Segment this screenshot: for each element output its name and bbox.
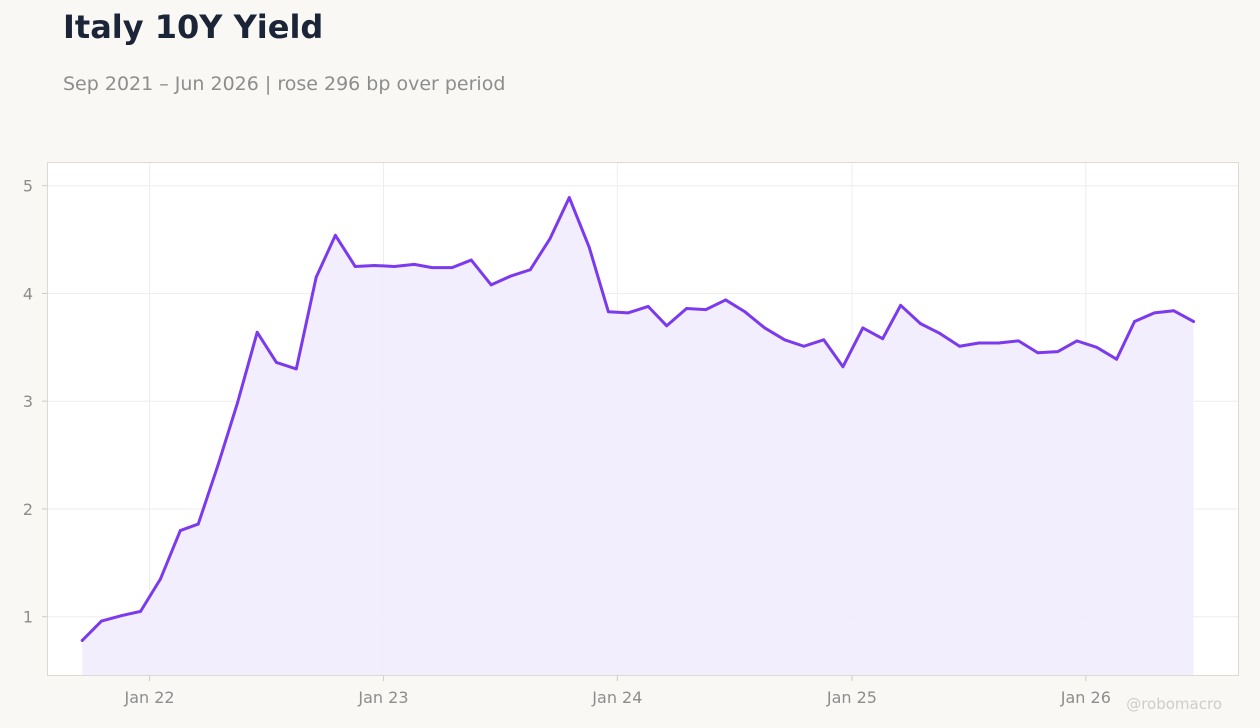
y-tick-label: 1 <box>23 608 33 627</box>
y-tick-label: 3 <box>23 392 33 411</box>
data-point <box>899 303 903 307</box>
data-point <box>469 258 473 262</box>
data-point <box>841 365 845 369</box>
data-point <box>567 196 571 199</box>
data-point <box>587 245 591 249</box>
data-point <box>1095 345 1099 349</box>
data-point <box>450 266 454 270</box>
y-axis-ticks: 1 2 3 4 5 <box>23 177 47 627</box>
data-point <box>430 266 434 270</box>
data-point <box>80 639 84 642</box>
x-tick-label: Jan 25 <box>826 688 877 707</box>
data-point <box>216 463 220 467</box>
chart-subtitle: Sep 2021 – Jun 2026 | rose 296 bp over p… <box>63 73 506 95</box>
data-point <box>938 331 942 335</box>
data-point <box>704 308 708 312</box>
data-point <box>353 265 357 268</box>
y-tick-label: 2 <box>23 500 33 519</box>
data-point <box>100 619 103 623</box>
data-point <box>255 330 259 334</box>
data-point <box>1133 320 1136 323</box>
data-point <box>1017 339 1020 343</box>
data-point <box>275 361 278 364</box>
data-point <box>412 262 416 266</box>
x-tick-label: Jan 22 <box>123 688 174 707</box>
data-point <box>861 326 865 330</box>
data-point <box>373 264 376 267</box>
data-point <box>119 614 123 618</box>
data-point <box>646 304 650 308</box>
data-point <box>1115 357 1118 361</box>
x-tick-label: Jan 24 <box>591 688 642 707</box>
data-point <box>822 338 826 342</box>
yield-area-fill <box>82 197 1194 676</box>
data-point <box>178 529 182 532</box>
y-tick-label: 4 <box>23 284 33 303</box>
data-point <box>1056 350 1060 354</box>
data-point <box>1172 309 1176 313</box>
data-point <box>977 341 981 345</box>
data-point <box>139 609 142 613</box>
data-point <box>392 265 396 268</box>
data-point <box>724 298 728 302</box>
x-tick-label: Jan 23 <box>357 688 408 707</box>
data-point <box>548 237 552 240</box>
data-point <box>1192 320 1195 323</box>
data-point <box>314 275 318 279</box>
data-point <box>802 344 806 348</box>
chart-title: Italy 10Y Yield <box>63 8 324 46</box>
x-tick-label: Jan 26 <box>1060 688 1111 707</box>
data-point <box>783 338 787 342</box>
data-point <box>159 577 162 581</box>
data-point <box>528 268 532 272</box>
data-points <box>80 196 1195 642</box>
data-point <box>235 401 239 405</box>
plot-border <box>47 162 1239 676</box>
data-point <box>997 341 1001 345</box>
data-point <box>763 326 767 330</box>
data-point <box>606 310 610 314</box>
x-axis-ticks: Jan 22 Jan 23 Jan 24 Jan 25 Jan 26 <box>123 676 1111 707</box>
watermark: @robomacro <box>1126 695 1222 713</box>
data-point <box>1036 351 1040 355</box>
data-point <box>626 311 630 315</box>
y-tick-label: 5 <box>23 177 33 196</box>
data-point <box>958 344 961 348</box>
data-point <box>196 522 200 526</box>
data-point <box>1075 339 1079 343</box>
data-point <box>743 310 747 314</box>
data-point <box>665 324 669 328</box>
data-point <box>489 283 493 287</box>
data-point <box>685 307 688 310</box>
data-point <box>881 337 885 341</box>
yield-line <box>80 196 1195 642</box>
data-point <box>919 322 922 326</box>
data-point <box>1153 311 1156 315</box>
data-point <box>508 274 512 278</box>
data-point <box>294 367 298 371</box>
data-point <box>333 233 337 237</box>
